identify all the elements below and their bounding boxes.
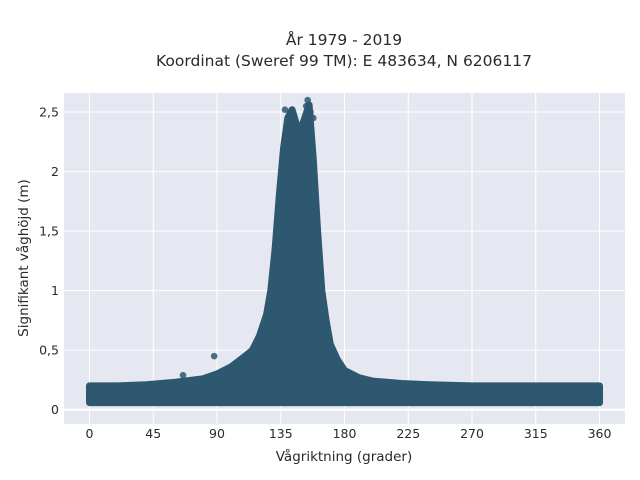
x-tick-label: 270 [460, 426, 484, 441]
data-points [179, 96, 589, 390]
data-point [582, 382, 589, 390]
x-tick-label: 315 [524, 426, 548, 441]
data-point [304, 96, 311, 104]
x-axis-ticks: 0 45 90 135 180 225 270 315 360 [86, 426, 612, 441]
data-point [277, 233, 285, 241]
x-tick-label: 90 [209, 426, 225, 441]
data-point [302, 102, 310, 110]
x-tick-label: 180 [333, 426, 357, 441]
y-tick-label: 2 [51, 164, 59, 179]
y-tick-label: 1 [51, 283, 59, 298]
x-axis-title: Vågriktning (grader) [276, 448, 413, 465]
data-point [179, 371, 187, 379]
data-layer [86, 96, 603, 407]
data-point [307, 108, 314, 116]
y-axis-title: Signifikant våghöjd (m) [15, 179, 32, 337]
y-tick-label: 0,5 [39, 343, 59, 358]
y-tick-label: 2,5 [39, 105, 59, 120]
y-tick-label: 1,5 [39, 224, 59, 239]
y-axis-ticks: 0 0,5 1 1,5 2 2,5 [39, 105, 59, 418]
chart-title-line-2: Koordinat (Sweref 99 TM): E 483634, N 62… [156, 52, 532, 70]
data-cloud [86, 101, 603, 407]
x-tick-label: 45 [145, 426, 161, 441]
data-point [281, 106, 289, 113]
y-tick-label: 0 [51, 402, 59, 417]
x-tick-label: 360 [588, 426, 612, 441]
x-tick-label: 0 [86, 426, 94, 441]
data-point [310, 114, 317, 122]
chart-title-line-1: År 1979 - 2019 [286, 30, 402, 49]
data-point [210, 352, 218, 360]
x-tick-label: 225 [396, 426, 420, 441]
data-point [287, 113, 294, 121]
data-point [274, 287, 282, 294]
y-gridlines [64, 111, 625, 411]
x-tick-label: 135 [269, 426, 293, 441]
data-point [312, 317, 320, 324]
